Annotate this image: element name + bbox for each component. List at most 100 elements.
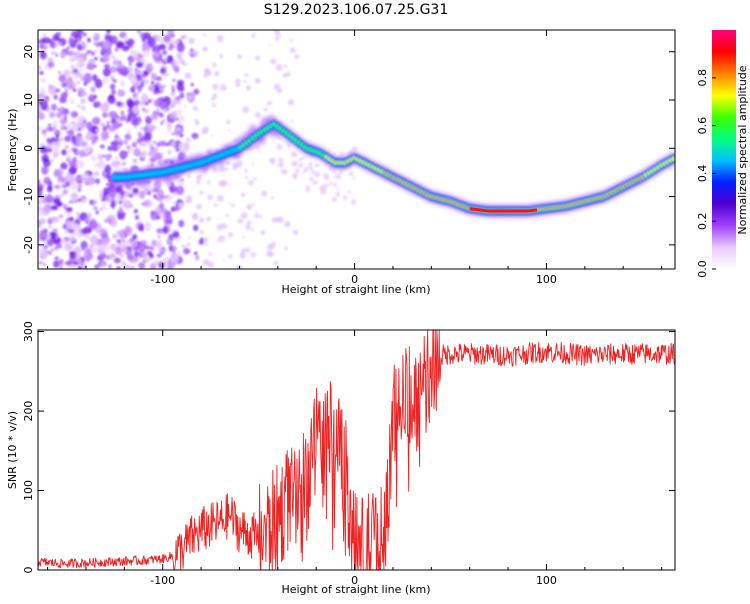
noise-blob [94,178,101,184]
noise-blob [275,36,280,41]
noise-blob [117,89,124,97]
noise-blob [171,84,176,90]
noise-blob [118,228,128,240]
noise-blob [75,30,84,40]
noise-blob [161,73,165,77]
noise-blob [263,107,268,112]
noise-blob [160,261,164,265]
noise-blob [61,149,67,156]
noise-blob [99,228,108,238]
noise-blob [66,154,72,161]
noise-blob [103,64,111,69]
noise-blob [79,68,84,73]
noise-blob [70,192,79,200]
noise-blob [59,51,67,58]
noise-blob [84,233,91,240]
noise-blob [171,141,176,146]
noise-blob [128,193,134,198]
noise-blob [134,214,140,221]
noise-blob [198,217,205,223]
noise-blob [89,98,93,102]
noise-blob [206,216,211,222]
noise-blob [237,218,244,224]
noise-blob [54,256,59,260]
noise-blob [85,52,89,56]
noise-blob [73,68,78,74]
noise-blob [48,225,52,229]
noise-blob [149,246,153,250]
noise-blob [144,101,149,106]
noise-blob [208,261,215,268]
noise-blob [38,87,46,96]
noise-blob [42,37,51,44]
noise-blob [38,112,45,120]
noise-blob [84,177,94,185]
noise-blob [53,138,60,143]
noise-blob [150,98,155,102]
noise-blob [287,71,290,74]
noise-blob [124,264,131,269]
noise-blob [139,83,145,88]
y-tick-label: 100 [22,480,35,501]
noise-blob [57,237,62,242]
noise-blob [219,54,224,59]
noise-blob [101,174,106,179]
noise-blob [255,112,261,118]
colorbar-tick-label: 0.6 [696,117,709,135]
noise-blob [65,230,68,234]
noise-blob [123,35,129,42]
noise-blob [43,245,48,249]
noise-blob [192,105,198,111]
noise-blob [38,179,41,185]
noise-blob [176,52,183,60]
noise-blob [52,149,61,157]
noise-blob [169,113,177,119]
noise-blob [179,133,184,138]
noise-blob [136,30,142,34]
noise-blob [141,202,145,206]
noise-blob [277,33,281,37]
noise-blob [351,146,358,153]
noise-blob [177,85,185,93]
snr-panel: -100 0 100 0 100 200 300 Height of straight li… [6,321,676,596]
noise-blob [211,96,215,101]
noise-blob [171,246,177,251]
noise-blob [236,161,243,167]
noise-blob [76,136,83,145]
noise-blob [194,118,199,123]
noise-blob [64,145,69,149]
noise-blob [110,142,115,146]
noise-blob [171,88,175,93]
chart-title: S129.2023.106.07.25.G31 [264,2,449,18]
noise-blob [196,179,201,185]
noise-blob [109,189,117,198]
noise-blob [130,241,134,245]
noise-blob [116,266,121,269]
noise-blob [93,171,100,177]
noise-blob [38,237,41,244]
colorbar-tick-label: 0.8 [696,69,709,87]
noise-blob [314,171,321,178]
noise-blob [59,264,63,269]
noise-blob [145,245,150,250]
noise-blob [226,120,231,125]
noise-blob [95,210,99,215]
noise-blob [157,195,164,202]
noise-blob [187,174,191,178]
noise-blob [168,185,173,191]
noise-blob [350,199,357,205]
noise-blob [292,173,298,179]
noise-blob [107,263,113,269]
noise-blob [38,229,48,241]
noise-blob [163,256,171,262]
noise-blob [81,105,86,111]
noise-blob [48,123,52,127]
noise-blob [102,154,106,158]
noise-blob [278,157,284,163]
noise-blob [53,184,61,190]
noise-blob [188,95,193,99]
noise-blob [85,153,89,157]
noise-blob [175,185,185,196]
noise-blob [72,88,77,92]
noise-blob [118,68,125,75]
